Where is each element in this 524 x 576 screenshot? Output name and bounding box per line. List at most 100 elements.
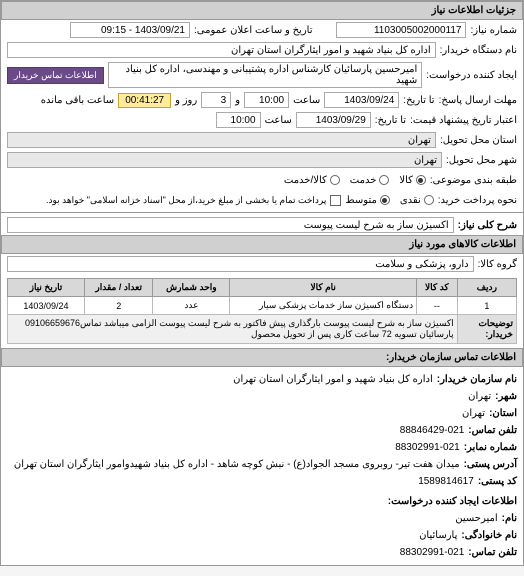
requester-header: اطلاعات ایجاد کننده درخواست: [7, 493, 517, 510]
payment-radio-group: نقدی متوسط [345, 195, 433, 206]
field-announce-dt: 1403/09/21 - 09:15 [70, 22, 190, 38]
checkbox-payment-note[interactable] [330, 195, 341, 206]
radio-label-cash: نقدی [400, 195, 421, 206]
val-city: تهران [468, 388, 491, 405]
label-del-city: شهر محل تحویل: [446, 155, 517, 166]
main-container: جزئیات اطلاعات نیاز شماره نیاز: 11030050… [0, 0, 524, 566]
row-price-validity: اعتبار تاریخ پیشنهاد قیمت: تا تاریخ: 140… [1, 110, 523, 130]
table-header-row: ردیف کد کالا نام کالا واحد شمارش تعداد /… [8, 279, 517, 297]
field-group: دارو، پزشکی و سلامت [7, 256, 474, 272]
field-price-date: 1403/09/29 [296, 112, 371, 128]
items-section-header: اطلاعات کالاهای مورد نیاز [1, 235, 523, 254]
page-title: جزئیات اطلاعات نیاز [1, 1, 523, 20]
row-group: گروه کالا: دارو، پزشکی و سلامت [1, 254, 523, 274]
th-qty: تعداد / مقدار [84, 279, 153, 297]
field-buyer-org: اداره کل بنیاد شهید و امور ایثارگران است… [7, 42, 436, 58]
radio-label-khedmat: خدمت [350, 175, 377, 186]
row-payment: نحوه پرداخت خرید: نقدی متوسط پرداخت تمام… [1, 190, 523, 210]
category-radio-group: کالا خدمت کالا/خدمت [284, 175, 426, 186]
th-code: کد کالا [417, 279, 458, 297]
val-rphone: 88302991-021 [400, 544, 465, 561]
label-days: روز و [175, 95, 197, 106]
field-need-title: اکسیژن ساز به شرح لیست پیوست [7, 217, 454, 233]
contact-section: نام سازمان خریدار:اداره کل بنیاد شهید و … [1, 367, 523, 565]
field-resp-days: 3 [201, 92, 231, 108]
val-prov: تهران [462, 405, 485, 422]
row-delivery-province: استان محل تحویل: تهران [1, 130, 523, 150]
label-to-date-2: تا تاریخ: [375, 115, 406, 126]
lbl-fax: شماره نمابر: [464, 439, 517, 456]
label-buyer-org: نام دستگاه خریدار: [440, 45, 517, 56]
label-need-title: شرح کلی نیاز: [458, 220, 517, 231]
val-fax: 88302991-021 [395, 439, 460, 456]
field-price-time: 10:00 [216, 112, 261, 128]
td-date: 1403/09/24 [8, 297, 85, 315]
val-name: امیرحسین [455, 510, 497, 527]
radio-dot-icon [424, 195, 434, 205]
td-qty: 2 [84, 297, 153, 315]
label-and: و [235, 95, 240, 106]
val-family: پارسائیان [419, 527, 457, 544]
divider [1, 212, 523, 213]
label-payment: نحوه پرداخت خرید: [438, 195, 517, 206]
lbl-addr: آدرس پستی: [464, 456, 517, 473]
td-idx: 1 [457, 297, 516, 315]
row-delivery-city: شهر محل تحویل: تهران [1, 150, 523, 170]
buyer-contact-button[interactable]: اطلاعات تماس خریدار [7, 67, 104, 84]
label-announce-dt: تاریخ و ساعت اعلان عمومی: [194, 25, 313, 36]
radio-medium[interactable]: متوسط [345, 195, 389, 206]
radio-label-medium: متوسط [345, 195, 376, 206]
td-desc-value: اکسیژن ساز به شرح لیست پیوست بارگذاری پی… [8, 315, 458, 344]
label-time-2: ساعت [265, 115, 292, 126]
radio-label-kala: کالا [399, 175, 413, 186]
table-desc-row: توضیحات خریدار: اکسیژن ساز به شرح لیست پ… [8, 315, 517, 344]
radio-kala[interactable]: کالا [399, 175, 426, 186]
radio-dot-icon [379, 175, 389, 185]
field-del-prov: تهران [7, 132, 436, 148]
row-request-no: شماره نیاز: 1103005002000117 تاریخ و ساع… [1, 20, 523, 40]
label-remain: ساعت باقی مانده [41, 95, 114, 106]
lbl-city: شهر: [495, 388, 517, 405]
radio-dot-icon [330, 175, 340, 185]
label-group: گروه کالا: [478, 259, 517, 270]
row-response-deadline: مهلت ارسال پاسخ: تا تاریخ: 1403/09/24 سا… [1, 90, 523, 110]
label-requester: ایجاد کننده درخواست: [426, 70, 517, 81]
td-name: دستگاه اکسیژن ساز خدمات پزشکی سیار [230, 297, 417, 315]
th-unit: واحد شمارش [153, 279, 230, 297]
radio-khedmat[interactable]: خدمت [350, 175, 390, 186]
radio-both[interactable]: کالا/خدمت [284, 175, 340, 186]
field-request-no: 1103005002000117 [336, 22, 466, 38]
th-date: تاریخ نیاز [8, 279, 85, 297]
label-del-prov: استان محل تحویل: [440, 135, 517, 146]
th-idx: ردیف [457, 279, 516, 297]
lbl-post: کد پستی: [478, 473, 517, 490]
label-to-date-1: تا تاریخ: [403, 95, 434, 106]
contact-section-header: اطلاعات تماس سازمان خریدار: [1, 348, 523, 367]
val-org: اداره کل بنیاد شهید و امور ایثارگران است… [233, 371, 433, 388]
field-resp-date: 1403/09/24 [324, 92, 399, 108]
field-resp-time: 10:00 [244, 92, 289, 108]
radio-cash[interactable]: نقدی [400, 195, 434, 206]
radio-dot-icon [380, 195, 390, 205]
field-requester: امیرحسین پارسائیان کارشناس اداره پشتیبان… [108, 62, 423, 88]
label-price-validity: اعتبار تاریخ پیشنهاد قیمت: [410, 115, 517, 126]
td-desc-label: توضیحات خریدار: [457, 315, 516, 344]
row-buyer-org: نام دستگاه خریدار: اداره کل بنیاد شهید و… [1, 40, 523, 60]
payment-note: پرداخت تمام یا بخشی از مبلغ خرید،از محل … [46, 195, 326, 206]
countdown-timer: 00:41:27 [118, 93, 171, 108]
radio-dot-icon [416, 175, 426, 185]
row-requester: ایجاد کننده درخواست: امیرحسین پارسائیان … [1, 60, 523, 90]
td-code: -- [417, 297, 458, 315]
th-name: نام کالا [230, 279, 417, 297]
val-phone: 88846429-021 [400, 422, 465, 439]
items-table-wrap: ردیف کد کالا نام کالا واحد شمارش تعداد /… [1, 274, 523, 348]
lbl-name: نام: [502, 510, 517, 527]
row-need-title: شرح کلی نیاز: اکسیژن ساز به شرح لیست پیو… [1, 215, 523, 235]
lbl-family: نام خانوادگی: [461, 527, 517, 544]
lbl-phone: تلفن تماس: [468, 422, 517, 439]
lbl-prov: استان: [489, 405, 517, 422]
radio-label-both: کالا/خدمت [284, 175, 327, 186]
row-category: طبقه بندی موضوعی: کالا خدمت کالا/خدمت [1, 170, 523, 190]
lbl-org: نام سازمان خریدار: [437, 371, 517, 388]
field-del-city: تهران [7, 152, 442, 168]
